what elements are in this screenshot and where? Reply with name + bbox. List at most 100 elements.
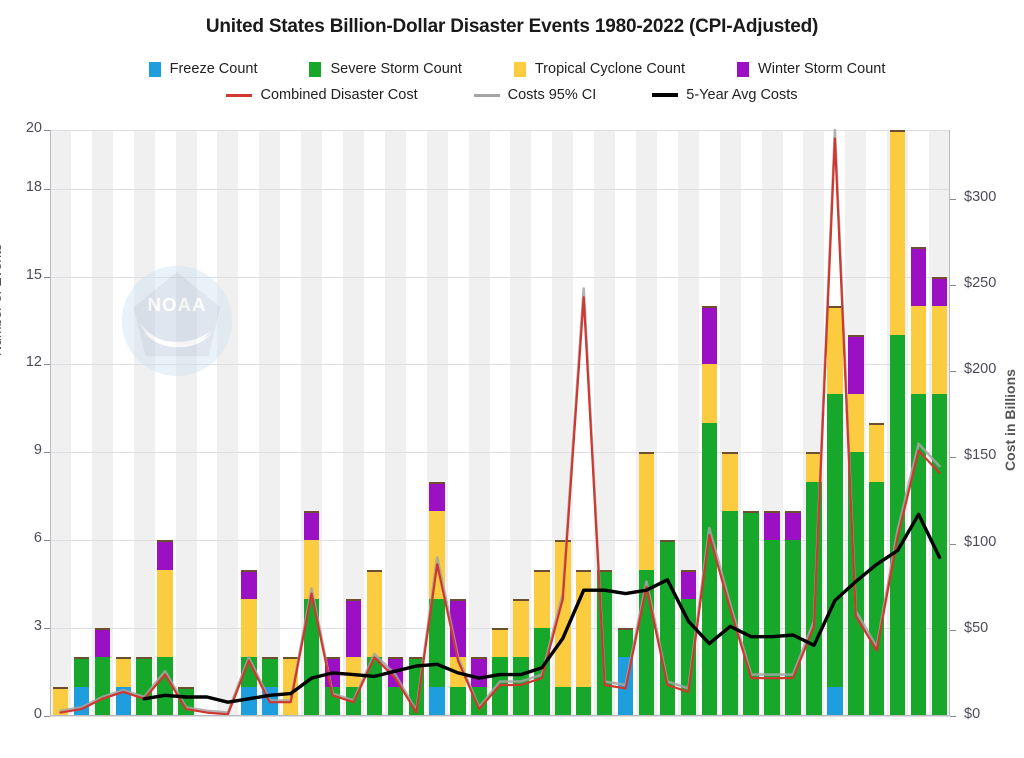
bar-segment[interactable] [492, 628, 508, 658]
bar-column[interactable] [471, 657, 487, 716]
bar-segment[interactable] [157, 657, 173, 716]
bar-segment[interactable] [827, 686, 843, 716]
bar-segment[interactable] [848, 335, 864, 394]
bar-segment[interactable] [869, 423, 885, 482]
bar-segment[interactable] [303, 540, 320, 599]
bar-segment[interactable] [345, 598, 362, 658]
y-axis-right-tick-label: $50 [964, 619, 989, 636]
bar-top-cap [764, 510, 780, 513]
legend-item[interactable]: Freeze Count [148, 61, 257, 77]
bar-segment[interactable] [910, 247, 927, 306]
bar-segment[interactable] [345, 657, 362, 687]
bar-column[interactable] [157, 540, 173, 716]
bar-segment[interactable] [513, 598, 529, 658]
bar-segment[interactable] [701, 364, 718, 424]
bar-segment[interactable] [764, 540, 780, 716]
bar-column[interactable] [303, 510, 320, 716]
legend-item[interactable]: Costs 95% CI [473, 87, 596, 103]
bar-segment[interactable] [241, 686, 257, 716]
bar-segment[interactable] [869, 481, 885, 716]
bar-segment[interactable] [555, 686, 571, 716]
bar-segment[interactable] [241, 598, 257, 658]
bar-segment[interactable] [827, 393, 843, 687]
bar-column[interactable] [366, 569, 383, 716]
bar-segment[interactable] [555, 540, 571, 687]
bar-segment[interactable] [471, 657, 487, 687]
bar-segment[interactable] [785, 540, 801, 716]
bar-segment[interactable] [450, 686, 466, 716]
bar-segment[interactable] [764, 510, 780, 541]
bar-segment[interactable] [366, 657, 383, 716]
bar-segment[interactable] [73, 657, 90, 687]
bar-segment[interactable] [262, 657, 278, 687]
bar-column[interactable] [764, 510, 780, 716]
bar-segment[interactable] [429, 481, 445, 511]
bar-column[interactable] [722, 452, 738, 716]
y-axis-left-tick-mark [44, 188, 50, 190]
bar-segment[interactable] [827, 305, 843, 394]
bar-column[interactable] [94, 628, 111, 716]
bar-segment[interactable] [931, 276, 948, 306]
bar-segment[interactable] [387, 686, 404, 716]
bar-segment[interactable] [785, 510, 801, 541]
bar-segment[interactable] [848, 393, 864, 453]
bar-segment[interactable] [94, 628, 111, 658]
bar-column[interactable] [136, 657, 152, 716]
bar-column[interactable] [910, 247, 927, 716]
bar-column[interactable] [827, 305, 843, 716]
bar-segment[interactable] [157, 569, 173, 658]
bar-top-cap [743, 510, 759, 513]
bar-segment[interactable] [52, 686, 69, 716]
bar-column[interactable] [785, 510, 801, 716]
bar-column[interactable] [869, 423, 885, 716]
bar-segment[interactable] [241, 569, 257, 599]
bar-segment[interactable] [617, 628, 634, 658]
bar-segment[interactable] [534, 569, 550, 629]
bar-segment[interactable] [680, 569, 697, 599]
bar-column[interactable] [345, 598, 362, 716]
bar-segment[interactable] [492, 657, 508, 716]
bar-segment[interactable] [136, 657, 152, 716]
legend-item[interactable]: 5-Year Avg Costs [652, 87, 798, 103]
bar-segment[interactable] [303, 510, 320, 541]
bar-segment[interactable] [722, 452, 738, 511]
bar-segment[interactable] [889, 130, 906, 336]
y-axis-right-tick-mark [950, 285, 956, 287]
bar-column[interactable] [555, 540, 571, 716]
y-axis-left-tick-mark [44, 628, 50, 630]
bar-top-cap [303, 510, 320, 513]
gridline [50, 716, 950, 717]
square-swatch [513, 61, 526, 77]
bar-segment[interactable] [157, 540, 173, 570]
legend-item[interactable]: Combined Disaster Cost [226, 87, 418, 103]
gridline [50, 276, 950, 278]
legend-item[interactable]: Tropical Cyclone Count [513, 61, 685, 77]
bar-segment[interactable] [638, 452, 655, 570]
y-axis-right-tick-mark [950, 716, 956, 717]
bar-segment[interactable] [471, 686, 487, 716]
bar-segment[interactable] [575, 686, 592, 716]
bar-column[interactable] [52, 686, 69, 716]
bar-segment[interactable] [910, 305, 927, 394]
bar-segment[interactable] [910, 393, 927, 716]
bar-column[interactable] [408, 657, 425, 716]
bar-top-cap [848, 335, 864, 338]
bar-segment[interactable] [701, 305, 718, 365]
bar-segment[interactable] [931, 305, 948, 394]
bar-segment[interactable] [806, 452, 822, 482]
y-axis-right-tick-mark [950, 629, 956, 631]
bar-top-cap [408, 657, 425, 660]
bar-segment[interactable] [408, 657, 425, 716]
line-series-layer [59, 128, 942, 716]
bar-segment[interactable] [429, 686, 445, 716]
bar-segment[interactable] [303, 598, 320, 716]
bar-segment[interactable] [701, 423, 718, 716]
bar-column[interactable] [701, 305, 718, 716]
bar-column[interactable] [492, 628, 508, 716]
bar-segment[interactable] [722, 510, 738, 716]
legend-item[interactable]: Severe Storm Count [309, 61, 462, 77]
bar-segment[interactable] [366, 569, 383, 658]
legend-item[interactable]: Winter Storm Count [737, 61, 885, 77]
bar-segment[interactable] [115, 657, 131, 687]
